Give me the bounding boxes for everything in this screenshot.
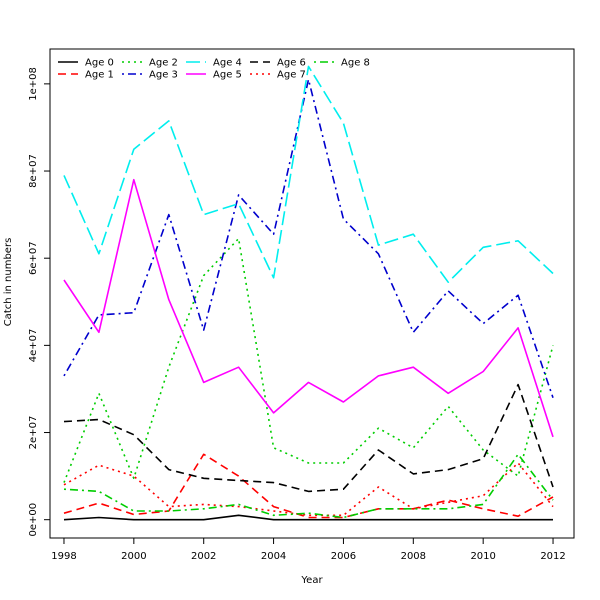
series-line-age-5 [63,178,554,438]
x-axis: 1998 2000 2002 2004 2006 2008 2010 2012 [51,538,566,562]
legend-item: Age 1 [58,70,114,81]
legend-label: Age 0 [85,58,114,69]
legend-item: Age 5 [186,70,242,81]
legend-item: Age 7 [250,70,306,81]
legend-label: Age 8 [341,58,370,69]
x-tick-label: 2012 [540,551,565,562]
y-tick-label: 4e+07 [28,329,39,363]
x-tick-label: 2002 [191,551,216,562]
legend-label: Age 6 [277,58,306,69]
legend-label: Age 1 [85,70,114,81]
x-tick-label: 2004 [261,551,286,562]
x-tick-label: 2006 [331,551,356,562]
legend-label: Age 5 [213,70,242,81]
legend-item: Age 8 [314,58,370,69]
y-axis: 0e+00 2e+07 4e+07 6e+07 8e+07 1e+08 [28,67,50,537]
series-line-age-4 [63,65,554,284]
y-tick-label: 1e+08 [28,67,39,101]
y-tick-label: 8e+07 [28,154,39,188]
y-tick-label: 0e+00 [28,503,39,537]
series-line-age-3 [63,78,554,398]
y-axis-label: Catch in numbers [3,238,14,327]
plot-lines [63,65,554,521]
legend-item: Age 3 [122,70,178,81]
plot-frame [49,48,575,539]
series-line-age-2 [63,237,554,483]
legend-item: Age 2 [122,58,178,69]
y-tick-label: 2e+07 [28,416,39,450]
legend-label: Age 2 [149,58,178,69]
series-line-age-6 [63,383,554,493]
legend-item: Age 4 [186,58,242,69]
legend-label: Age 7 [277,70,306,81]
x-tick-label: 2000 [121,551,146,562]
x-tick-label: 2008 [401,551,426,562]
legend-item: Age 6 [250,58,306,69]
x-tick-label: 1998 [51,551,76,562]
legend-item: Age 0 [58,58,114,69]
legend-label: Age 4 [213,58,242,69]
series-line-age-0 [63,514,553,521]
x-axis-label: Year [300,575,323,586]
x-tick-label: 2010 [470,551,495,562]
legend-label: Age 3 [149,70,178,81]
series-line-age-1 [63,453,554,519]
y-tick-label: 6e+07 [28,241,39,275]
